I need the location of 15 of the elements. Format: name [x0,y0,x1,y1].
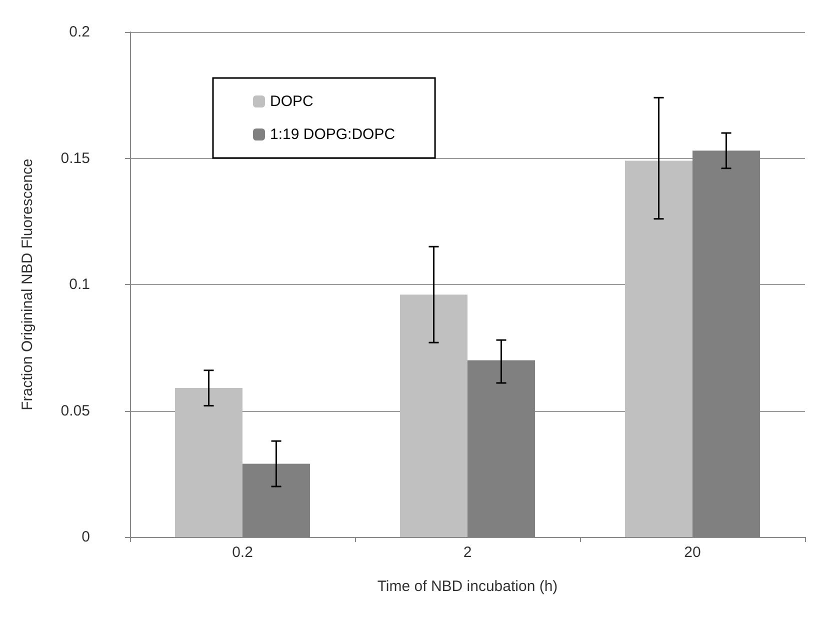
x-tick-label: 20 [684,544,701,561]
bar [175,388,242,537]
y-tick-label: 0.05 [60,402,90,420]
x-tick-label: 2 [463,544,472,561]
bar [625,160,692,537]
bar [400,294,468,537]
y-tick-label: 0 [82,528,90,546]
y-tick-label: 0.15 [60,150,90,167]
x-tick-label: 0.2 [232,544,253,561]
legend-label: 1:19 DOPG:DOPC [270,126,396,143]
y-axis-title: Fraction Origininal NBD Fluorescence [19,158,36,410]
y-tick-label: 0.1 [69,276,90,293]
x-axis-title: Time of NBD incubation (h) [377,578,558,595]
legend-label: DOPC [270,93,314,110]
y-tick-label: 0.2 [69,24,90,40]
